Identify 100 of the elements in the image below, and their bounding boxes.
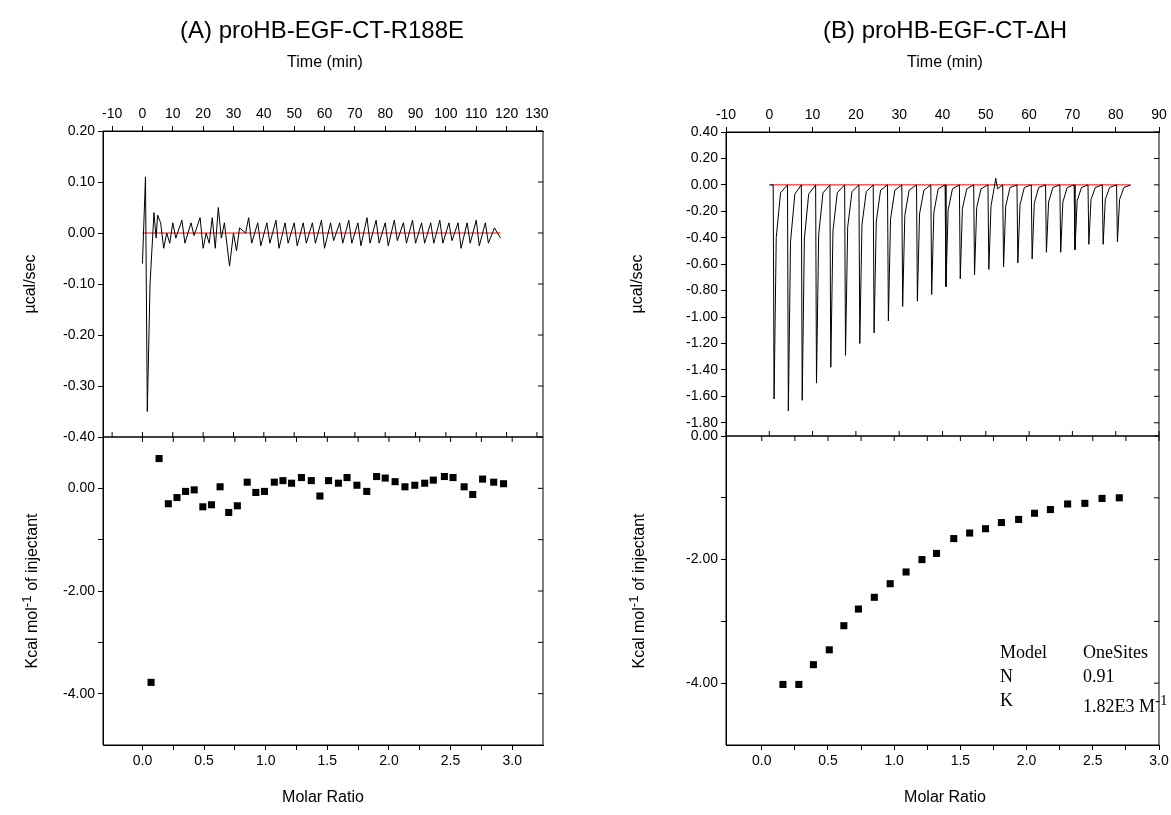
x-tick-label: 50 bbox=[286, 105, 303, 122]
y-tick-label: -1.60 bbox=[686, 387, 719, 404]
point bbox=[190, 486, 198, 494]
x-tick-label: -10 bbox=[715, 106, 737, 123]
point bbox=[1015, 515, 1023, 523]
x-tick-label: 1.0 bbox=[255, 752, 276, 769]
y-tick-label: 0.20 bbox=[690, 149, 719, 166]
point bbox=[918, 556, 926, 564]
point bbox=[449, 474, 457, 482]
point bbox=[460, 483, 468, 491]
point bbox=[825, 646, 833, 654]
y-tick-label: -0.10 bbox=[63, 274, 96, 291]
y-tick-label: 0.00 bbox=[690, 175, 719, 192]
point bbox=[886, 580, 894, 588]
point bbox=[225, 508, 233, 516]
y-tick-label: -1.40 bbox=[686, 360, 719, 377]
x-tick-label: 1.0 bbox=[884, 752, 905, 769]
x-tick-label: 60 bbox=[316, 105, 333, 122]
point bbox=[1098, 494, 1106, 502]
point bbox=[297, 474, 305, 482]
x-tick-label: 120 bbox=[494, 105, 519, 122]
x-tick-label: 10 bbox=[165, 105, 181, 122]
annotation: K bbox=[1000, 689, 1014, 712]
x-axis-title: Time (min) bbox=[287, 53, 363, 71]
x-tick-label: 60 bbox=[1021, 106, 1038, 123]
point bbox=[155, 455, 163, 463]
point bbox=[216, 483, 224, 491]
x-tick-label: 130 bbox=[525, 105, 549, 122]
x-tick-label: 20 bbox=[848, 106, 864, 123]
x-tick-label: 80 bbox=[1107, 106, 1124, 123]
point bbox=[288, 479, 296, 487]
point bbox=[854, 605, 862, 613]
point bbox=[902, 568, 910, 576]
x-tick-label: 2.5 bbox=[1083, 752, 1103, 769]
point bbox=[809, 661, 817, 669]
point bbox=[343, 474, 351, 482]
x-tick-label: 10 bbox=[804, 106, 821, 123]
point bbox=[870, 593, 878, 601]
x-tick-label: 3.0 bbox=[1149, 752, 1169, 769]
y-tick-label: 0.40 bbox=[690, 122, 719, 139]
x-tick-label: 0.0 bbox=[752, 752, 772, 769]
y-tick-label: -0.20 bbox=[686, 202, 719, 219]
x-tick-label: 30 bbox=[225, 105, 242, 122]
point bbox=[391, 478, 399, 486]
y-tick-label: 0.10 bbox=[67, 172, 96, 189]
x-tick-label: 0 bbox=[765, 106, 774, 123]
annotation: 1.82E3 M$^{-1}$ bbox=[1083, 691, 1168, 718]
point bbox=[795, 680, 803, 688]
chart-title: (B) proHB-EGF-CT-ΔH bbox=[822, 16, 1068, 44]
point bbox=[270, 478, 278, 486]
x-tick-label: 40 bbox=[934, 106, 951, 123]
y-axis-title: µcal/sec bbox=[21, 254, 39, 314]
point bbox=[1064, 500, 1072, 508]
x-tick-label: -10 bbox=[101, 105, 123, 122]
point bbox=[479, 475, 487, 483]
point bbox=[243, 478, 251, 486]
annotation: N bbox=[1000, 665, 1014, 688]
x-axis-title: Molar Ratio bbox=[282, 788, 364, 806]
point bbox=[490, 478, 498, 486]
x-tick-label: 40 bbox=[256, 105, 272, 122]
x-axis-title: Molar Ratio bbox=[904, 788, 986, 806]
point bbox=[950, 535, 958, 543]
x-axis-title: Time (min) bbox=[907, 53, 983, 71]
x-tick-label: 0.0 bbox=[132, 752, 153, 769]
point bbox=[469, 490, 477, 499]
y-tick-label: -4.00 bbox=[63, 684, 96, 701]
x-tick-label: 2.0 bbox=[1016, 752, 1037, 769]
x-tick-label: 2.5 bbox=[440, 752, 461, 769]
x-tick-label: 100 bbox=[434, 105, 458, 122]
y-tick-label: -0.80 bbox=[686, 281, 719, 298]
point bbox=[279, 477, 287, 485]
y-tick-label: -4.00 bbox=[686, 674, 719, 691]
point bbox=[1081, 499, 1089, 507]
x-tick-label: 0.5 bbox=[194, 752, 215, 769]
point bbox=[233, 502, 241, 510]
point bbox=[440, 472, 448, 481]
x-tick-label: 30 bbox=[891, 106, 908, 123]
x-tick-label: 50 bbox=[978, 106, 994, 123]
y-axis-title: µcal/sec bbox=[628, 254, 646, 314]
annotation: Model bbox=[1000, 641, 1047, 664]
point bbox=[353, 481, 361, 489]
x-tick-label: 110 bbox=[465, 105, 488, 122]
y-tick-label: 0.00 bbox=[67, 223, 96, 240]
point bbox=[1030, 509, 1039, 517]
point bbox=[207, 501, 215, 509]
x-tick-label: 80 bbox=[377, 105, 394, 122]
point bbox=[381, 474, 389, 482]
x-tick-label: 0.5 bbox=[818, 752, 838, 769]
point bbox=[199, 503, 207, 511]
y-tick-label: 0.00 bbox=[67, 479, 96, 496]
point bbox=[421, 479, 429, 487]
point bbox=[334, 479, 342, 487]
point bbox=[363, 487, 371, 495]
y-tick-label: -0.20 bbox=[63, 325, 96, 342]
x-tick-label: 90 bbox=[1151, 106, 1167, 123]
x-tick-label: 1.5 bbox=[317, 752, 338, 769]
point bbox=[933, 549, 941, 557]
y-tick-label: -1.20 bbox=[686, 334, 719, 351]
point bbox=[173, 494, 181, 502]
y-tick-label: -0.40 bbox=[63, 427, 96, 444]
